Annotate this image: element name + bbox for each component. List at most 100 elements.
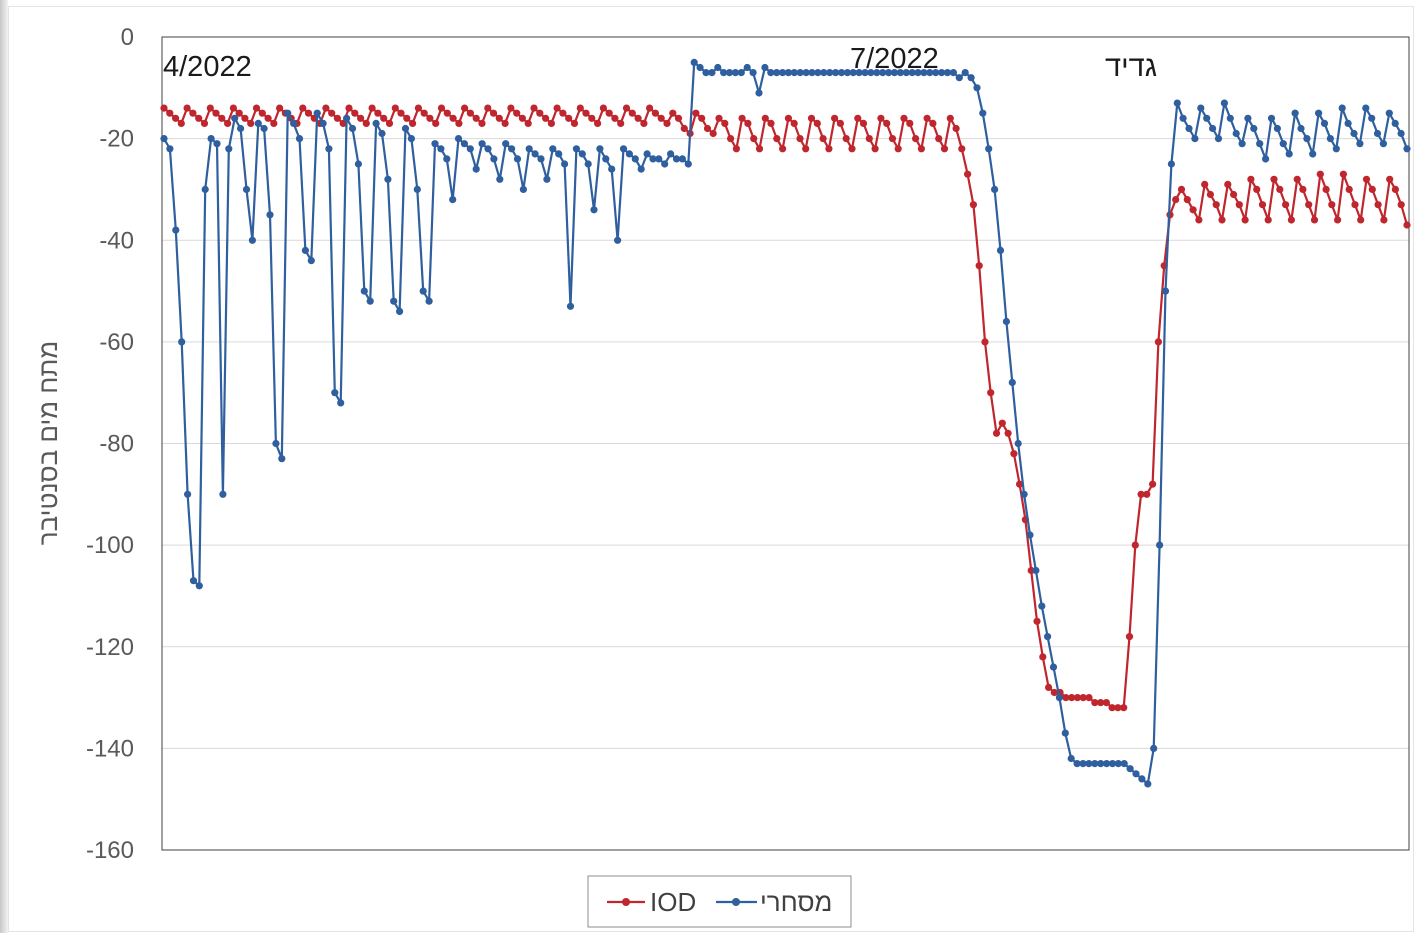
data-point	[854, 114, 862, 122]
data-point	[590, 206, 598, 214]
data-point	[212, 109, 220, 117]
data-point	[692, 109, 700, 117]
data-point	[508, 145, 516, 153]
data-point	[779, 69, 787, 77]
data-point	[859, 119, 868, 127]
data-point	[661, 160, 669, 168]
data-point	[1328, 201, 1336, 209]
data-point	[1038, 602, 1046, 610]
data-point	[576, 104, 584, 112]
data-point	[836, 119, 845, 127]
data-point	[1303, 135, 1311, 143]
data-point	[831, 114, 839, 122]
data-point	[264, 114, 272, 122]
data-point	[640, 119, 648, 127]
data-point	[826, 69, 834, 77]
data-point	[819, 135, 827, 143]
data-point	[431, 140, 439, 148]
data-point	[732, 145, 741, 153]
data-point	[172, 226, 180, 234]
data-point	[1326, 135, 1334, 143]
data-point	[231, 114, 239, 122]
data-point	[1214, 135, 1223, 143]
data-point	[1103, 760, 1111, 768]
data-point	[1114, 760, 1122, 768]
data-point	[368, 104, 376, 112]
data-point	[1291, 109, 1299, 117]
data-point	[403, 114, 411, 122]
data-point	[1189, 206, 1197, 214]
data-point	[177, 119, 185, 127]
data-point	[761, 114, 769, 122]
data-point	[266, 211, 274, 219]
data-point	[871, 145, 879, 153]
data-point	[594, 119, 602, 127]
data-point	[744, 119, 752, 127]
data-point	[501, 119, 509, 127]
data-point	[680, 124, 688, 133]
data-point	[1299, 185, 1307, 193]
data-point	[1241, 216, 1249, 224]
data-point	[1010, 450, 1018, 458]
data-point	[362, 119, 370, 127]
data-point	[619, 145, 628, 153]
data-point	[1403, 145, 1411, 153]
data-point	[1062, 694, 1070, 702]
data-point	[201, 185, 209, 193]
legend-marker-iod	[622, 898, 630, 906]
data-point	[513, 155, 522, 163]
data-point	[1276, 185, 1284, 193]
data-point	[547, 119, 556, 127]
plot-area	[161, 36, 1410, 851]
data-point	[295, 135, 304, 143]
data-point	[578, 150, 586, 158]
window-edge-shadow	[0, 0, 8, 933]
data-point	[967, 74, 975, 82]
y-tick-label: -80	[99, 431, 134, 458]
data-point	[885, 69, 893, 77]
data-point	[1391, 185, 1399, 193]
data-point	[345, 104, 353, 112]
data-point	[908, 69, 916, 77]
data-point	[920, 69, 928, 77]
data-point	[1091, 699, 1099, 707]
data-point	[348, 124, 357, 133]
data-point	[401, 124, 410, 133]
data-point	[1008, 378, 1016, 387]
data-point	[1020, 490, 1028, 498]
data-point	[449, 196, 457, 204]
data-point	[460, 140, 468, 148]
data-point	[773, 69, 781, 77]
data-point	[549, 145, 557, 153]
data-point	[466, 109, 474, 117]
data-point	[160, 104, 168, 112]
data-point	[313, 109, 321, 117]
data-point	[929, 119, 937, 127]
data-point	[667, 150, 675, 158]
data-point	[849, 69, 857, 77]
data-point	[796, 135, 804, 143]
data-point	[343, 114, 351, 122]
data-point	[883, 119, 891, 127]
data-point	[166, 109, 174, 117]
data-point	[478, 140, 486, 148]
data-point	[657, 114, 665, 122]
data-point	[1322, 185, 1330, 193]
data-point	[825, 145, 833, 153]
data-point	[914, 69, 922, 77]
y-axis-label: מתח מים בסנטיבר	[33, 341, 63, 545]
data-point	[663, 119, 671, 127]
data-point	[802, 69, 810, 77]
data-point	[1230, 190, 1238, 199]
data-point	[531, 150, 539, 158]
data-point	[605, 109, 613, 117]
data-point	[461, 104, 469, 112]
data-point	[1044, 633, 1052, 641]
legend: IOD מסחרי	[587, 875, 852, 928]
data-point	[391, 104, 399, 112]
data-point	[1374, 201, 1382, 209]
data-point	[426, 114, 434, 122]
data-point	[738, 114, 746, 122]
data-point	[1220, 99, 1228, 107]
data-point	[536, 109, 544, 117]
